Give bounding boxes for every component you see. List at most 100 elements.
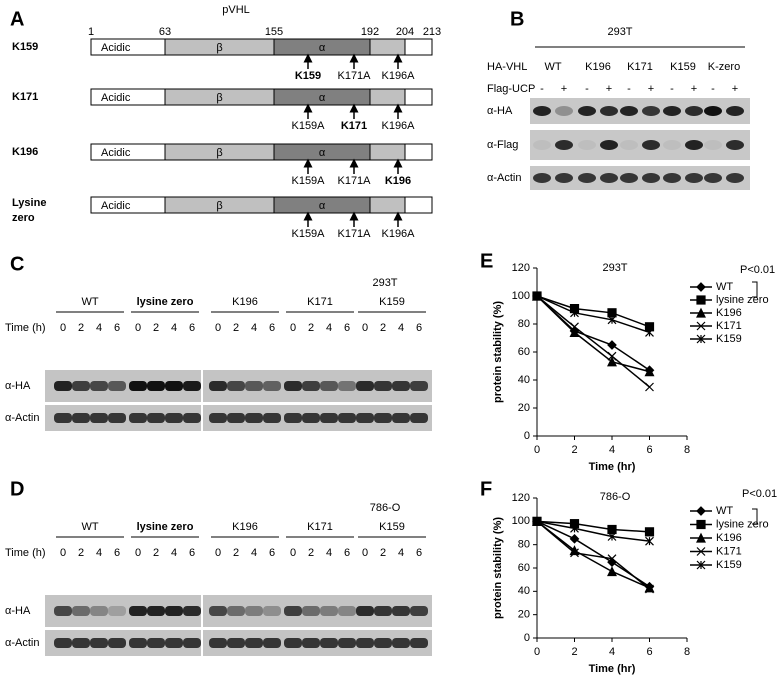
- series-line: [536, 520, 650, 542]
- band: [356, 381, 374, 391]
- time-value: 2: [233, 322, 239, 334]
- domain-label: β: [216, 200, 222, 212]
- construct-name: K196: [12, 146, 38, 158]
- position-label: 1: [88, 26, 94, 38]
- marker: [569, 327, 580, 337]
- band: [374, 606, 392, 616]
- marker: [696, 295, 706, 305]
- band: [320, 413, 338, 423]
- marker: [645, 327, 654, 337]
- time-value: 2: [78, 547, 84, 559]
- group-label: lysine zero: [137, 521, 194, 533]
- band: [374, 413, 392, 423]
- position-label: 155: [265, 26, 283, 38]
- y-tick-label: 40: [518, 374, 530, 386]
- time-value: 6: [344, 322, 350, 334]
- x-axis-title: Time (hr): [589, 461, 636, 473]
- band: [227, 606, 245, 616]
- series-line: [536, 295, 650, 328]
- band: [600, 106, 618, 116]
- domain-label: Acidic: [101, 42, 131, 54]
- legend-label: K171: [716, 320, 742, 332]
- series-line: [536, 295, 650, 388]
- marker: [696, 560, 706, 570]
- y-tick-label: 100: [512, 515, 530, 527]
- y-tick-label: 20: [518, 402, 530, 414]
- band: [600, 173, 618, 183]
- band: [374, 638, 392, 648]
- band: [663, 106, 681, 116]
- y-tick-label: 40: [518, 585, 530, 597]
- band: [227, 413, 245, 423]
- marker: [607, 315, 617, 325]
- time-value: 6: [344, 547, 350, 559]
- band: [685, 140, 703, 150]
- band: [263, 381, 281, 391]
- band: [555, 140, 573, 150]
- marker: [570, 523, 579, 533]
- panel-label: A: [10, 8, 24, 30]
- time-value: 2: [308, 322, 314, 334]
- treatment-sign: -: [627, 83, 631, 95]
- legend-label: lysine zero: [716, 518, 769, 530]
- band: [72, 413, 90, 423]
- y-axis-title: protein stability (%): [492, 301, 504, 403]
- domain-label: Acidic: [101, 92, 131, 104]
- y-tick-label: 0: [524, 430, 530, 442]
- legend-label: K196: [716, 532, 742, 544]
- time-value: 4: [326, 547, 332, 559]
- construct-name: K171: [12, 91, 38, 103]
- legend-label: WT: [716, 281, 733, 293]
- band: [338, 606, 356, 616]
- time-value: 4: [171, 322, 177, 334]
- x-tick-label: 8: [684, 646, 690, 658]
- domain-box: [369, 88, 406, 106]
- band: [72, 381, 90, 391]
- position-label: 213: [423, 26, 441, 38]
- band: [284, 413, 302, 423]
- group-label: K159: [379, 296, 405, 308]
- band: [726, 140, 744, 150]
- band: [642, 173, 660, 183]
- band: [147, 606, 165, 616]
- band: [620, 140, 638, 150]
- band: [108, 638, 126, 648]
- chart-title: 786-O: [600, 491, 631, 503]
- band: [726, 106, 744, 116]
- construct-label: HA-VHL: [487, 61, 527, 73]
- position-label: 204: [396, 26, 414, 38]
- band: [578, 140, 596, 150]
- treatment-sign: -: [540, 83, 544, 95]
- band: [147, 381, 165, 391]
- band: [227, 638, 245, 648]
- cell-line: 786-O: [370, 502, 401, 514]
- construct: WT: [544, 61, 561, 73]
- band: [642, 106, 660, 116]
- y-tick-label: 120: [512, 262, 530, 274]
- band: [410, 381, 428, 391]
- marker: [607, 356, 617, 367]
- construct: K159: [670, 61, 696, 73]
- y-axis-title: protein stability (%): [492, 517, 504, 619]
- domain-box: [369, 196, 406, 214]
- x-tick-label: 6: [646, 444, 652, 456]
- domain-box: [404, 196, 433, 214]
- domain-label: β: [216, 92, 222, 104]
- y-tick-label: 20: [518, 609, 530, 621]
- site-label: K171A: [337, 228, 371, 240]
- x-tick-label: 0: [534, 646, 540, 658]
- marker: [696, 506, 706, 516]
- band: [320, 606, 338, 616]
- time-value: 0: [215, 547, 221, 559]
- legend-label: lysine zero: [716, 294, 769, 306]
- group-label: lysine zero: [137, 296, 194, 308]
- band: [54, 413, 72, 423]
- construct-name: Lysine: [12, 197, 46, 209]
- marker: [645, 584, 654, 594]
- band: [392, 638, 410, 648]
- treatment-sign: -: [711, 83, 715, 95]
- band: [320, 381, 338, 391]
- band: [555, 106, 573, 116]
- group-label: K171: [307, 296, 333, 308]
- band: [90, 606, 108, 616]
